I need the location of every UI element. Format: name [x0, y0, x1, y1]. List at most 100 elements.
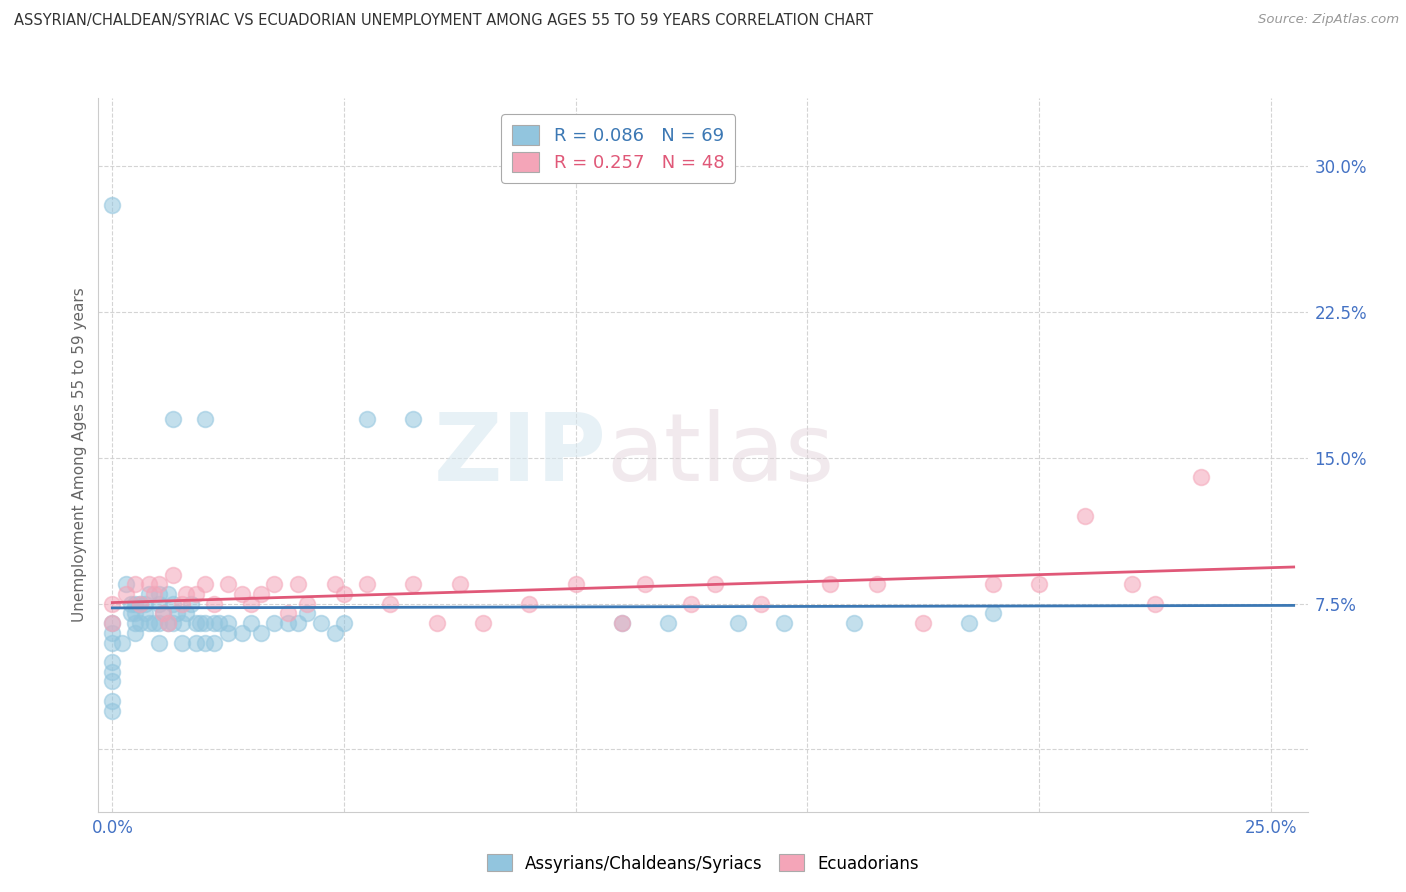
Point [156, 587, 179, 601]
Point [152, 607, 174, 621]
Point [1143, 597, 1166, 611]
Point [249, 625, 271, 640]
Legend: Assyrians/Chaldeans/Syriacs, Ecuadorians: Assyrians/Chaldeans/Syriacs, Ecuadorians [479, 847, 927, 880]
Point [134, 597, 156, 611]
Point [657, 616, 679, 631]
Text: ZIP: ZIP [433, 409, 606, 501]
Point [866, 577, 889, 591]
Point [176, 587, 198, 601]
Point [143, 587, 166, 601]
Point [170, 635, 193, 649]
Text: ASSYRIAN/CHALDEAN/SYRIAC VS ECUADORIAN UNEMPLOYMENT AMONG AGES 55 TO 59 YEARS CO: ASSYRIAN/CHALDEAN/SYRIAC VS ECUADORIAN U… [14, 13, 873, 29]
Point [156, 616, 179, 631]
Point [703, 577, 725, 591]
Point [402, 412, 425, 426]
Point [1189, 470, 1212, 484]
Point [180, 597, 202, 611]
Point [129, 597, 152, 611]
Point [356, 412, 378, 426]
Point [115, 587, 138, 601]
Point [115, 577, 138, 591]
Point [110, 635, 132, 649]
Point [295, 597, 318, 611]
Point [124, 625, 146, 640]
Point [170, 616, 193, 631]
Point [176, 607, 198, 621]
Point [162, 597, 184, 611]
Point [773, 616, 796, 631]
Point [138, 577, 160, 591]
Point [202, 635, 225, 649]
Point [981, 607, 1004, 621]
Point [194, 412, 217, 426]
Point [749, 597, 772, 611]
Point [981, 577, 1004, 591]
Point [184, 635, 207, 649]
Point [101, 674, 124, 689]
Point [231, 625, 253, 640]
Point [471, 616, 494, 631]
Text: atlas: atlas [606, 409, 835, 501]
Point [208, 616, 231, 631]
Point [194, 577, 217, 591]
Point [287, 616, 309, 631]
Point [309, 616, 332, 631]
Point [287, 577, 309, 591]
Point [148, 597, 170, 611]
Point [148, 587, 170, 601]
Point [124, 607, 146, 621]
Y-axis label: Unemployment Among Ages 55 to 59 years: Unemployment Among Ages 55 to 59 years [72, 287, 87, 623]
Point [449, 577, 471, 591]
Point [231, 587, 253, 601]
Point [426, 616, 449, 631]
Point [217, 577, 239, 591]
Point [610, 616, 633, 631]
Point [101, 616, 124, 631]
Point [152, 607, 174, 621]
Point [162, 567, 184, 582]
Point [148, 616, 170, 631]
Point [277, 616, 299, 631]
Point [101, 665, 124, 679]
Point [138, 616, 160, 631]
Point [820, 577, 842, 591]
Point [101, 655, 124, 669]
Point [333, 587, 356, 601]
Point [217, 616, 239, 631]
Point [295, 607, 318, 621]
Point [1028, 577, 1050, 591]
Point [380, 597, 402, 611]
Point [101, 597, 124, 611]
Point [101, 694, 124, 708]
Point [842, 616, 865, 631]
Point [333, 616, 356, 631]
Point [957, 616, 980, 631]
Point [634, 577, 657, 591]
Point [101, 198, 124, 212]
Point [124, 616, 146, 631]
Point [170, 597, 193, 611]
Point [240, 616, 263, 631]
Point [323, 577, 346, 591]
Point [277, 607, 299, 621]
Point [129, 616, 152, 631]
Point [202, 616, 225, 631]
Point [249, 587, 271, 601]
Point [148, 635, 170, 649]
Point [101, 635, 124, 649]
Point [156, 616, 179, 631]
Point [517, 597, 540, 611]
Point [120, 597, 142, 611]
Point [143, 616, 166, 631]
Point [162, 616, 184, 631]
Point [162, 412, 184, 426]
Point [124, 597, 146, 611]
Point [138, 587, 160, 601]
Point [184, 616, 207, 631]
Point [681, 597, 703, 611]
Point [610, 616, 633, 631]
Point [134, 607, 156, 621]
Point [564, 577, 586, 591]
Legend: R = 0.086   N = 69, R = 0.257   N = 48: R = 0.086 N = 69, R = 0.257 N = 48 [502, 114, 735, 183]
Point [263, 577, 285, 591]
